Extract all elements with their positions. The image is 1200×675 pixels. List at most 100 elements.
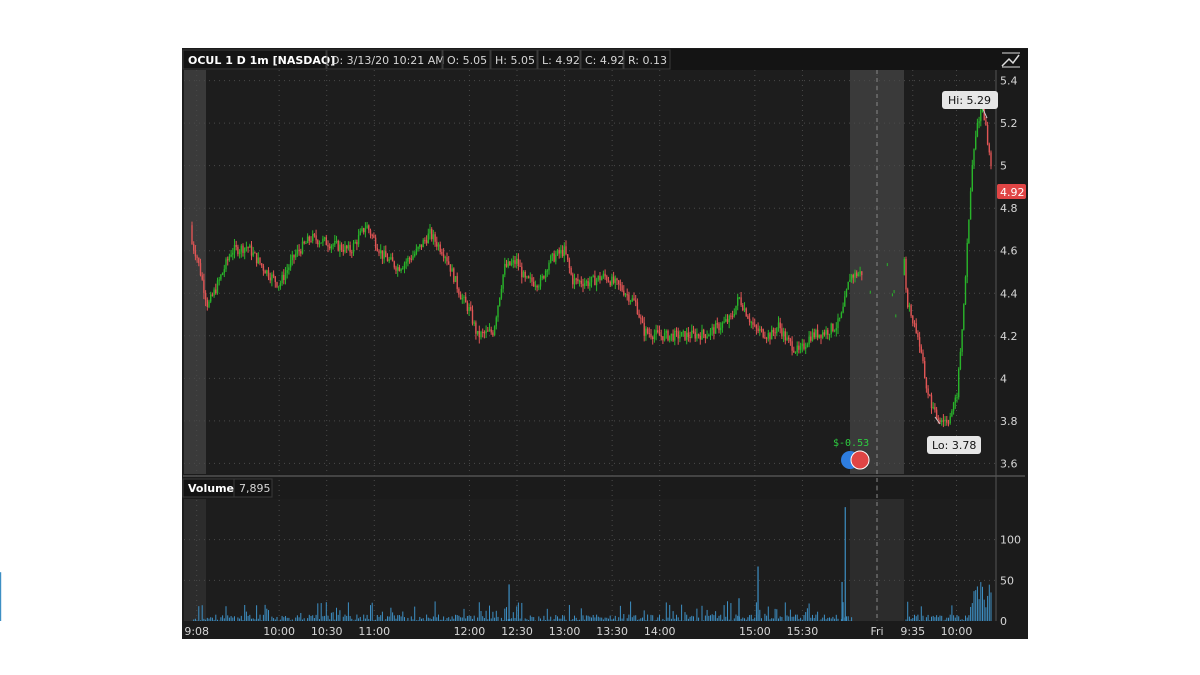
volume-bar — [463, 608, 465, 621]
volume-bar — [210, 617, 212, 621]
volume-bar — [589, 616, 591, 621]
candle — [196, 256, 198, 258]
candle — [825, 330, 827, 335]
candle — [308, 236, 310, 241]
volume-bar — [609, 615, 611, 621]
candle — [903, 259, 905, 276]
candle — [247, 247, 249, 249]
volume-bar — [511, 618, 513, 621]
candle — [915, 323, 917, 334]
volume-bar — [791, 616, 793, 621]
candle — [342, 249, 344, 252]
volume-bar — [364, 618, 366, 621]
volume-bar — [835, 614, 837, 621]
volume-bar — [961, 619, 963, 621]
volume-bar — [251, 618, 252, 621]
volume-bar — [366, 614, 368, 621]
candle — [628, 294, 630, 302]
chart-style-icon[interactable] — [999, 51, 1021, 68]
volume-bar — [349, 616, 351, 621]
header-symbol-box[interactable] — [182, 49, 327, 70]
candle — [754, 324, 756, 326]
volume-bar — [205, 619, 207, 621]
candle — [686, 332, 688, 340]
candle — [329, 246, 331, 249]
volume-bar — [684, 612, 686, 621]
candle — [320, 242, 322, 244]
candle — [803, 343, 805, 349]
volume-bar — [754, 617, 756, 621]
dividend-event-icon[interactable] — [850, 450, 870, 470]
volume-bar — [211, 617, 213, 621]
volume-bar — [851, 617, 853, 621]
candle — [723, 321, 725, 323]
candle — [356, 242, 358, 245]
volume-bar — [482, 616, 484, 621]
volume-bar — [407, 617, 409, 621]
candle — [220, 274, 222, 280]
y-tick-label: 4.8 — [1000, 202, 1018, 215]
candle — [592, 275, 594, 277]
volume-tick-label: 100 — [1000, 534, 1021, 547]
candle — [310, 240, 312, 242]
volume-bar — [587, 615, 589, 621]
earnings-event-marker[interactable]: $-0.53 — [833, 438, 870, 470]
candle — [238, 251, 241, 255]
volume-bar — [750, 614, 752, 621]
candle — [419, 244, 421, 247]
volume-bar — [630, 601, 632, 621]
candle — [629, 300, 632, 302]
last-price-label: 4.92 — [997, 184, 1026, 199]
y-tick-label: 3.6 — [1000, 457, 1018, 470]
volume-bar — [925, 617, 927, 621]
candle — [266, 270, 268, 274]
volume-bar — [397, 615, 399, 621]
candle — [582, 283, 584, 287]
time-axis: 9:08 10:00 10:30 11:00 12:00 12:30 13:00 13:30 1… — [184, 625, 972, 638]
volume-bar — [461, 617, 463, 621]
candle — [288, 267, 290, 271]
volume-bar — [531, 616, 533, 621]
candle — [952, 402, 955, 411]
candle — [422, 240, 424, 248]
candle — [947, 422, 950, 424]
volume-bar — [419, 616, 421, 621]
candle — [765, 338, 768, 340]
candle — [211, 294, 214, 296]
candle — [514, 260, 516, 264]
volume-bar — [230, 616, 232, 621]
candle — [735, 305, 737, 315]
volume-bar — [300, 612, 302, 621]
volume-bar — [271, 616, 273, 621]
volume-bar — [495, 610, 497, 621]
volume-bar — [679, 620, 681, 621]
candle — [204, 292, 207, 301]
candle — [259, 257, 261, 264]
volume-bar — [813, 617, 815, 621]
volume-bar — [951, 605, 953, 621]
volume-bar — [483, 618, 485, 621]
header-range: R: 0.13 — [628, 54, 667, 67]
candle — [740, 297, 742, 306]
volume-bar — [565, 619, 567, 621]
header-symbol[interactable]: OCUL 1 D 1m [NASDAQ] — [188, 54, 335, 67]
candle — [837, 318, 839, 329]
candle — [703, 329, 705, 335]
candle — [451, 268, 453, 272]
candle — [794, 351, 797, 353]
candle — [466, 302, 469, 311]
volume-bar — [570, 620, 572, 621]
volume-bar — [519, 618, 521, 621]
volume-bar — [771, 618, 773, 621]
candle — [643, 322, 645, 336]
volume-bar — [325, 602, 327, 621]
candle — [497, 305, 499, 318]
candle — [942, 420, 945, 422]
volume-bar — [737, 615, 739, 621]
volume-bar — [441, 619, 443, 621]
volume-bar — [764, 613, 766, 621]
volume-bar — [954, 617, 956, 621]
candle — [539, 278, 542, 287]
candle — [354, 242, 356, 244]
